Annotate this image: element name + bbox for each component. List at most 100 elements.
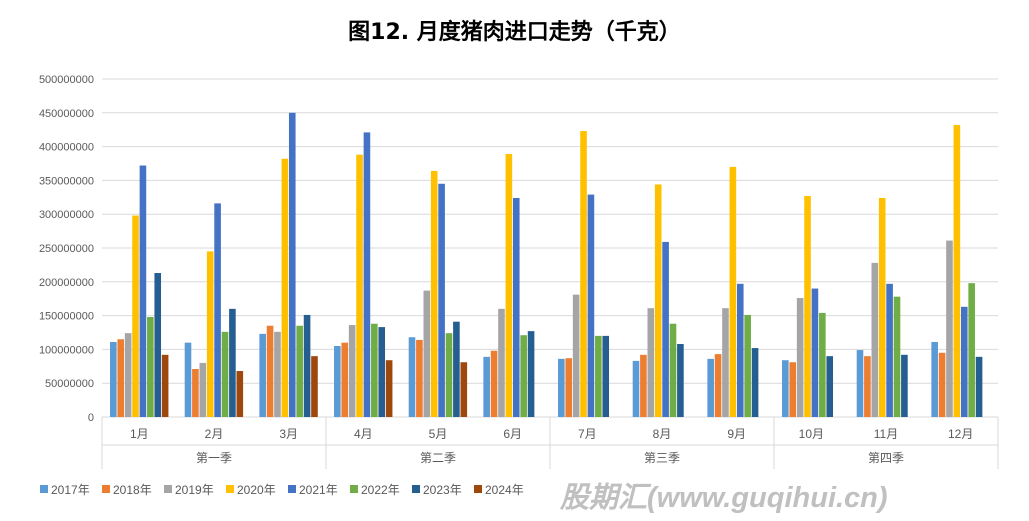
bar-2019年-12月 (946, 240, 953, 417)
bar-2022年-7月 (595, 335, 602, 417)
bar-2017年-9月 (707, 358, 714, 417)
bar-2024年-4月 (385, 360, 393, 417)
y-tick-label: 350000000 (39, 175, 94, 187)
legend-label: 2017年 (51, 483, 90, 497)
bar-2018年-1月 (117, 339, 125, 417)
bar-2023年-6月 (527, 331, 535, 417)
bar-2023年-7月 (602, 335, 610, 417)
bar-2020年-5月 (430, 170, 438, 417)
legend-label: 2023年 (423, 483, 462, 497)
bar-2020年-9月 (729, 166, 737, 417)
x-tick-label: 2月 (205, 427, 224, 441)
bar-2017年-3月 (259, 333, 266, 417)
legend-label: 2024年 (485, 483, 524, 497)
bar-2021年-7月 (587, 194, 595, 417)
bar-2017年-12月 (931, 341, 938, 417)
bar-2023年-1月 (154, 273, 162, 417)
legend-label: 2019年 (175, 483, 214, 497)
bar-2018年-6月 (490, 350, 498, 417)
legend-swatch (226, 485, 234, 493)
bar-2018年-10月 (789, 362, 797, 417)
bar-2019年-2月 (199, 362, 207, 417)
bar-2019年-11月 (871, 262, 879, 417)
bar-2024年-2月 (236, 371, 244, 417)
bar-2019年-5月 (423, 290, 431, 417)
group-label: 第一季 (196, 451, 232, 465)
bar-2017年-7月 (558, 358, 565, 417)
bar-2022年-2月 (221, 331, 229, 417)
bar-2018年-8月 (640, 354, 647, 417)
bar-2023年-11月 (901, 354, 908, 417)
bar-2022年-4月 (371, 323, 378, 417)
bar-2018年-9月 (714, 354, 722, 417)
bar-2020年-7月 (580, 131, 587, 417)
bar-2023年-5月 (453, 321, 460, 417)
bar-2017年-2月 (184, 342, 192, 417)
bar-2022年-3月 (296, 325, 303, 417)
bar-2017年-6月 (483, 356, 490, 417)
group-label: 第二季 (420, 451, 456, 465)
bar-2023年-10月 (826, 356, 834, 417)
y-tick-label: 450000000 (39, 108, 94, 120)
bar-2022年-6月 (520, 335, 527, 417)
x-tick-label: 6月 (503, 427, 522, 441)
bar-2021年-12月 (960, 306, 968, 417)
x-tick-label: 10月 (799, 427, 824, 441)
bar-2022年-8月 (669, 323, 677, 417)
bar-2018年-12月 (938, 352, 946, 417)
bar-2017年-5月 (408, 337, 416, 417)
bar-2023年-12月 (975, 356, 983, 417)
bar-2018年-4月 (341, 342, 349, 417)
bar-2020年-2月 (206, 251, 214, 417)
bar-2021年-3月 (288, 112, 296, 418)
y-tick-label: 100000000 (39, 344, 94, 356)
bar-2020年-10月 (804, 195, 811, 417)
bar-2023年-2月 (229, 308, 236, 417)
watermark: 股期汇(www.guqihui.cn) (560, 482, 888, 514)
bar-2019年-1月 (124, 333, 132, 417)
bar-2021年-2月 (214, 203, 221, 417)
bar-2020年-6月 (505, 154, 513, 417)
x-tick-label: 4月 (354, 427, 373, 441)
y-tick-label: 250000000 (39, 243, 94, 255)
x-tick-label: 9月 (727, 427, 746, 441)
bar-2022年-9月 (744, 314, 751, 417)
bar-2020年-3月 (281, 158, 289, 417)
bar-2020年-11月 (878, 197, 886, 417)
bar-2022年-10月 (819, 312, 826, 417)
legend-label: 2021年 (299, 483, 338, 497)
bar-2023年-3月 (303, 314, 311, 417)
bar-2018年-2月 (192, 369, 199, 417)
bar-2020年-12月 (953, 124, 961, 417)
chart-title: 图12. 月度猪肉进口走势（千克） (348, 20, 681, 45)
bar-2022年-11月 (893, 296, 901, 417)
x-tick-label: 7月 (578, 427, 597, 441)
y-tick-label: 300000000 (39, 209, 94, 221)
legend-swatch (350, 485, 358, 493)
bar-2021年-6月 (512, 197, 520, 417)
bar-2018年-3月 (266, 325, 274, 417)
legend-swatch (474, 485, 482, 493)
bar-2024年-1月 (161, 354, 169, 417)
bar-2021年-10月 (811, 288, 819, 417)
y-tick-label: 500000000 (39, 74, 94, 86)
y-tick-label: 150000000 (39, 311, 94, 323)
legend-swatch (288, 485, 296, 493)
bar-2023年-4月 (378, 327, 386, 417)
bar-2021年-9月 (736, 283, 744, 417)
bar-2023年-9月 (751, 348, 759, 417)
bar-2020年-8月 (654, 184, 662, 417)
bar-2019年-9月 (722, 308, 729, 417)
bar-2020年-1月 (132, 215, 139, 417)
x-tick-label: 5月 (429, 427, 448, 441)
x-tick-label: 3月 (279, 427, 298, 441)
group-label: 第四季 (868, 451, 904, 465)
bar-2017年-8月 (632, 360, 640, 417)
bar-2018年-11月 (864, 356, 871, 417)
bar-2020年-4月 (356, 154, 363, 417)
bar-2021年-5月 (438, 183, 445, 417)
bar-2018年-5月 (416, 339, 423, 417)
legend-label: 2022年 (361, 483, 400, 497)
bar-2019年-10月 (796, 298, 804, 417)
y-tick-label: 0 (88, 412, 94, 424)
